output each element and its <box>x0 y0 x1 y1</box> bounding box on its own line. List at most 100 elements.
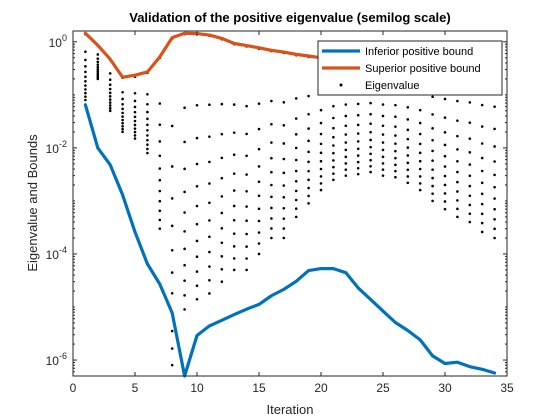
eigenvalue-point <box>282 101 286 104</box>
eigenvalue-point <box>480 202 484 206</box>
y-axis-ticks: 10-6 10-4 10-2 100 <box>46 33 507 377</box>
eigenvalue-point <box>84 98 87 102</box>
eigenvalue-point <box>344 155 348 159</box>
eigenvalue-point <box>282 236 286 240</box>
eigenvalue-point <box>493 197 496 200</box>
eigenvalue-point <box>158 123 162 126</box>
eigenvalue-point <box>406 137 410 141</box>
eigenvalue-point <box>344 168 348 171</box>
eigenvalue-point <box>468 212 472 215</box>
eigenvalue-point <box>307 169 310 173</box>
eigenvalue-point <box>332 165 335 169</box>
eigenvalue-point <box>418 142 422 146</box>
eigenvalue-point <box>257 242 261 245</box>
eigenvalue-point <box>282 142 286 145</box>
eigenvalue-point <box>146 138 149 142</box>
eigenvalue-point <box>195 255 199 258</box>
eigenvalue-point <box>183 230 186 233</box>
eigenvalue-point <box>356 166 360 170</box>
eigenvalue-point <box>195 162 199 166</box>
inferior-bound-line <box>83 103 497 378</box>
y-axis-label: Eigenvalue and Bounds <box>25 134 40 272</box>
eigenvalue-point <box>332 116 335 120</box>
eigenvalue-point <box>270 236 273 240</box>
eigenvalue-point <box>406 181 410 185</box>
y-tick-label: 10-6 <box>46 351 67 368</box>
eigenvalue-point <box>108 91 112 95</box>
eigenvalue-point <box>456 207 459 211</box>
eigenvalue-point <box>344 133 348 136</box>
eigenvalue-point <box>158 218 162 222</box>
eigenvalue-point <box>456 148 459 151</box>
eigenvalue-point <box>307 127 310 130</box>
eigenvalue-point <box>480 192 484 196</box>
eigenvalue-point <box>245 173 248 176</box>
eigenvalue-point <box>108 98 112 101</box>
eigenvalue-point <box>319 108 323 112</box>
eigenvalue-point <box>356 160 360 164</box>
eigenvalue-point <box>220 241 224 245</box>
eigenvalue-point <box>158 199 162 203</box>
eigenvalue-point <box>443 207 447 211</box>
eigenvalue-point <box>356 113 360 117</box>
eigenvalue-point <box>195 270 199 273</box>
eigenvalue-point <box>232 172 236 175</box>
eigenvalue-point <box>406 146 410 149</box>
eigenvalue-point <box>493 207 496 211</box>
eigenvalue-point <box>108 109 112 113</box>
eigenvalue-point <box>468 137 472 140</box>
eigenvalue-point <box>319 159 323 163</box>
eigenvalue-point <box>294 215 298 219</box>
eigenvalue-point <box>183 263 186 267</box>
eigenvalue-point <box>245 219 248 223</box>
eigenvalue-point <box>220 227 224 230</box>
eigenvalue-point <box>468 174 472 178</box>
eigenvalue-point <box>183 294 186 297</box>
eigenvalue-point <box>146 134 149 137</box>
eigenvalue-point <box>195 222 199 226</box>
eigenvalue-point <box>394 142 397 145</box>
legend-label: Eigenvalue <box>365 80 419 92</box>
eigenvalue-point <box>418 182 422 185</box>
y-tick-label: 10-4 <box>46 245 67 262</box>
eigenvalue-point <box>220 132 224 136</box>
eigenvalue-point <box>220 255 224 258</box>
eigenvalue-point <box>493 160 496 163</box>
x-tick-label: 0 <box>70 381 77 395</box>
eigenvalue-point <box>332 151 335 155</box>
eigenvalue-point <box>406 175 410 178</box>
eigenvalue-point <box>257 127 261 131</box>
eigenvalue-point <box>381 168 385 171</box>
eigenvalue-point <box>468 121 472 124</box>
eigenvalue-point <box>319 132 323 136</box>
eigenvalue-point <box>282 206 286 210</box>
eigenvalue-point <box>344 141 348 144</box>
eigenvalue-point <box>369 138 372 142</box>
eigenvalue-point <box>270 217 273 220</box>
eigenvalue-point <box>406 106 410 109</box>
eigenvalue-point <box>183 140 186 144</box>
eigenvalue-point <box>195 136 199 140</box>
eigenvalue-point <box>332 178 335 182</box>
eigenvalue-point <box>257 231 261 234</box>
eigenvalue-point <box>195 239 199 243</box>
eigenvalue-point <box>468 203 472 207</box>
eigenvalue-point <box>270 183 273 187</box>
eigenvalue-point <box>208 201 211 205</box>
eigenvalue-point <box>332 126 335 130</box>
eigenvalue-point <box>245 257 248 260</box>
eigenvalue-point <box>84 80 87 83</box>
eigenvalue-point <box>282 195 286 199</box>
eigenvalue-point <box>121 97 124 101</box>
eigenvalue-point <box>294 189 298 193</box>
y-tick-label: 100 <box>49 33 67 50</box>
eigenvalue-point <box>133 99 137 103</box>
legend-swatch <box>339 83 343 87</box>
eigenvalue-point <box>456 99 459 103</box>
eigenvalue-point <box>369 158 372 162</box>
eigenvalue-point <box>121 115 124 118</box>
eigenvalue-point <box>146 93 149 96</box>
eigenvalue-point <box>220 211 224 215</box>
eigenvalue-point <box>96 70 100 73</box>
x-tick-label: 35 <box>500 381 514 395</box>
